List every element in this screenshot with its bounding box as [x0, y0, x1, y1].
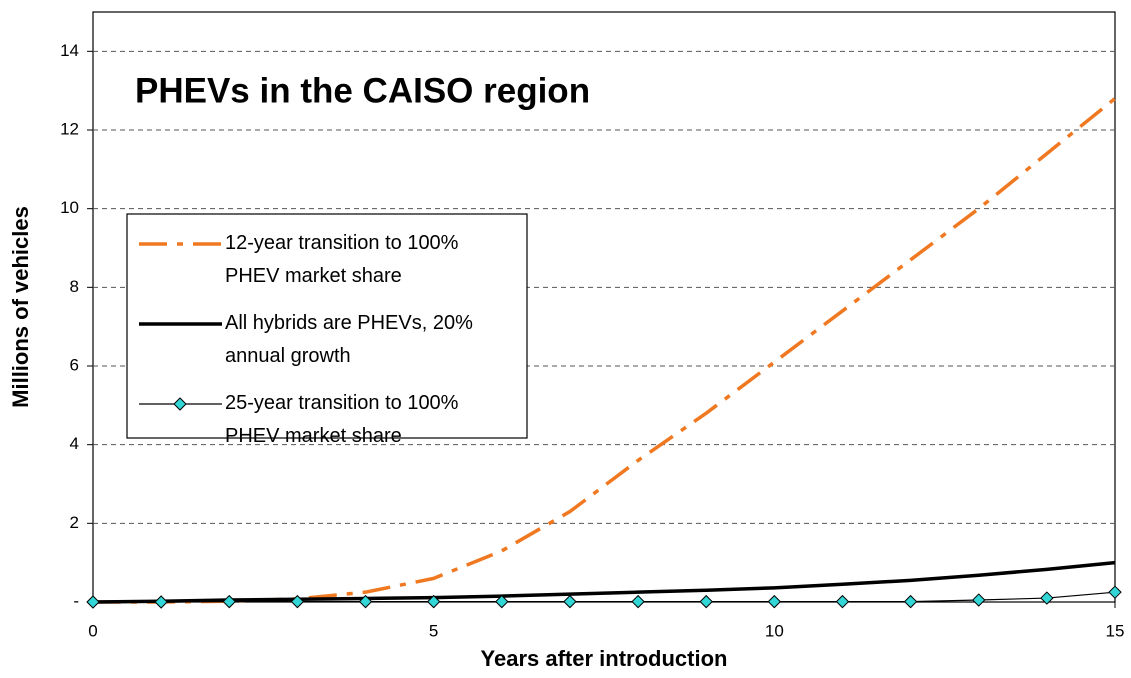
y-tick-label: 10	[60, 198, 79, 217]
series-line	[93, 591, 1116, 603]
y-tick-label: 14	[60, 41, 79, 60]
legend: 12-year transition to 100% PHEV market sh…	[126, 213, 528, 447]
y-tick-label: 12	[60, 119, 79, 138]
marker	[426, 594, 441, 609]
y-tick-label: 4	[70, 434, 79, 453]
legend-marker	[173, 397, 187, 411]
legend-label: 12-year transition to 100% PHEV market sh…	[225, 232, 459, 287]
y-tick-label: 6	[70, 355, 79, 374]
x-tick-label: 5	[429, 621, 438, 640]
marker	[222, 594, 236, 609]
marker	[495, 594, 509, 609]
x-axis-label: Years after introduction	[481, 646, 728, 671]
chart-title: PHEVs in the CAISO region	[135, 71, 590, 110]
x-tick-label: 0	[88, 621, 97, 640]
y-axis-label: Millions of vehicles	[8, 206, 33, 408]
marker	[631, 594, 645, 609]
marker	[1108, 585, 1122, 599]
marker	[358, 594, 373, 609]
marker	[1040, 591, 1054, 605]
marker	[154, 595, 168, 609]
y-tick-label: 8	[70, 277, 79, 296]
legend-box	[126, 213, 528, 439]
marker	[903, 594, 918, 609]
marker	[290, 594, 305, 609]
legend-label: All hybrids are PHEVs, 20% annual growth	[225, 312, 473, 367]
marker	[767, 594, 782, 609]
y-tick-label: -	[73, 591, 79, 610]
legend-label: 25-year transition to 100% PHEV market sh…	[225, 392, 459, 447]
x-tick-label: 15	[1106, 621, 1125, 640]
marker	[86, 595, 100, 609]
series-line	[92, 560, 1116, 604]
x-tick-label: 10	[765, 621, 784, 640]
marker	[563, 594, 577, 609]
y-tick-label: 2	[70, 513, 79, 532]
marker	[835, 594, 850, 609]
marker	[699, 594, 713, 609]
marker	[972, 593, 986, 607]
